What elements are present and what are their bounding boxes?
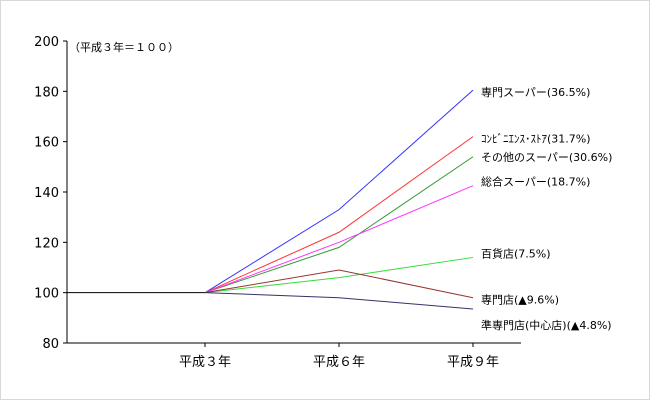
y-tick-label: 80 bbox=[42, 337, 59, 352]
series-line bbox=[204, 156, 474, 294]
series-label: 専門スーパー(36.5%) bbox=[481, 86, 590, 99]
axes bbox=[66, 41, 521, 344]
series-line bbox=[204, 89, 474, 294]
y-tick-label: 120 bbox=[34, 236, 59, 251]
y-tick-label: 100 bbox=[34, 287, 59, 302]
series-label: 百貨店(7.5%) bbox=[481, 246, 551, 260]
series-labels: 専門スーパー(36.5%) ｺﾝﾋﾞﾆｴﾝｽ･ｽﾄｱ(31.7%) その他のスーパー… bbox=[481, 86, 612, 332]
series-line bbox=[204, 269, 474, 299]
series-line bbox=[204, 136, 474, 294]
y-tick-label: 200 bbox=[34, 35, 59, 50]
y-axis-ticks: 200 180 160 140 120 100 80 bbox=[34, 35, 67, 352]
series-line bbox=[204, 256, 474, 294]
x-tick-label: 平成９年 bbox=[447, 355, 499, 370]
series-label: その他のスーパー(30.6%) bbox=[481, 151, 612, 164]
y-tick-label: 160 bbox=[34, 136, 59, 151]
x-axis-ticks: 平成３年 平成６年 平成９年 bbox=[179, 343, 499, 370]
y-tick-label: 180 bbox=[34, 85, 59, 100]
index-note: （平成３年＝１００） bbox=[69, 40, 179, 54]
series-line bbox=[204, 185, 474, 294]
series-line bbox=[204, 292, 474, 310]
series-lines bbox=[204, 89, 474, 310]
series-label: 専門店(▲9.6%) bbox=[481, 293, 559, 307]
y-tick-label: 140 bbox=[34, 186, 59, 201]
series-label: 準専門店(中心店)(▲4.8%) bbox=[481, 318, 612, 332]
x-tick-label: 平成６年 bbox=[313, 355, 365, 370]
series-label: ｺﾝﾋﾞﾆｴﾝｽ･ｽﾄｱ(31.7%) bbox=[481, 133, 591, 146]
x-tick-label: 平成３年 bbox=[179, 355, 231, 370]
series-label: 総合スーパー(18.7%) bbox=[481, 175, 590, 189]
